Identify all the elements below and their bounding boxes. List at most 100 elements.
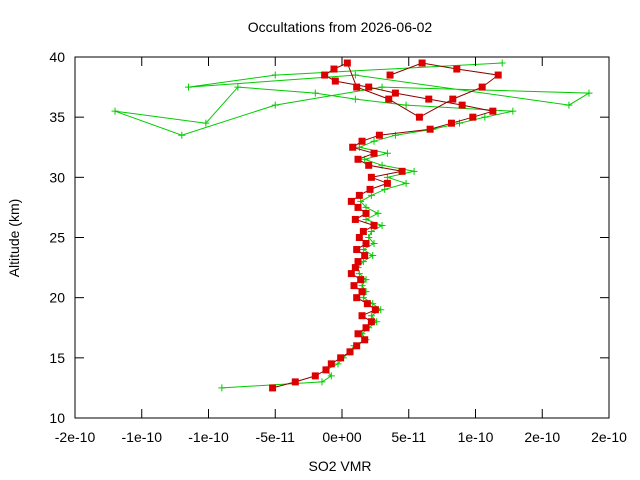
data-point xyxy=(354,258,362,266)
chart-title: Occultations from 2026-06-02 xyxy=(248,19,433,35)
data-point xyxy=(311,372,319,380)
data-point xyxy=(374,209,382,217)
data-point xyxy=(291,378,299,386)
data-point xyxy=(458,101,466,109)
data-point xyxy=(354,330,362,338)
data-point xyxy=(410,167,418,175)
data-point xyxy=(355,270,363,278)
data-point xyxy=(358,288,366,296)
data-point xyxy=(365,83,373,91)
data-point xyxy=(354,203,362,211)
data-point xyxy=(351,264,359,272)
data-point xyxy=(398,167,406,175)
data-point xyxy=(202,119,210,127)
x-tick-label: 5e-11 xyxy=(391,429,426,445)
data-point xyxy=(353,294,361,302)
x-tick-label: -1e-10 xyxy=(188,429,229,445)
series-layer xyxy=(111,59,593,392)
data-point xyxy=(370,149,378,157)
data-point xyxy=(386,71,394,79)
data-point xyxy=(565,101,573,109)
data-point xyxy=(498,59,506,67)
data-point xyxy=(327,372,335,380)
x-tick-label: 2e-10 xyxy=(591,429,627,445)
data-point xyxy=(350,282,358,290)
y-tick-label: 15 xyxy=(49,350,65,366)
data-point xyxy=(269,384,277,392)
data-point xyxy=(234,83,242,91)
data-point xyxy=(355,234,363,241)
data-point xyxy=(365,234,373,241)
data-point xyxy=(371,306,379,314)
data-point xyxy=(383,179,391,187)
data-point xyxy=(357,276,365,284)
data-point xyxy=(402,101,410,109)
data-point xyxy=(322,366,330,374)
data-point xyxy=(330,65,338,73)
data-point xyxy=(362,324,370,332)
data-point xyxy=(361,252,369,260)
data-point xyxy=(366,185,374,193)
data-point xyxy=(369,252,377,260)
data-point xyxy=(218,384,226,392)
data-point xyxy=(351,215,359,223)
x-tick-label: 2e-10 xyxy=(524,429,560,445)
data-point xyxy=(111,107,119,115)
data-point xyxy=(385,95,393,103)
data-point xyxy=(383,173,391,181)
data-point xyxy=(351,95,359,103)
data-point xyxy=(378,221,386,229)
data-point xyxy=(359,227,367,235)
data-point xyxy=(184,83,192,91)
data-point xyxy=(353,83,361,91)
data-point xyxy=(331,77,339,85)
data-point xyxy=(478,83,486,91)
data-point xyxy=(359,246,367,254)
data-point xyxy=(334,360,342,368)
data-point xyxy=(449,95,457,103)
data-point xyxy=(353,246,361,254)
data-point xyxy=(402,179,410,187)
data-point xyxy=(415,113,423,121)
data-point xyxy=(353,342,361,350)
data-point xyxy=(370,221,378,229)
data-point xyxy=(358,312,366,320)
data-point xyxy=(418,59,426,67)
data-point xyxy=(367,318,375,326)
data-point xyxy=(509,107,517,115)
data-point xyxy=(370,137,378,145)
data-point xyxy=(381,185,389,193)
data-point xyxy=(447,119,455,127)
data-point xyxy=(370,240,378,248)
x-tick-label: -2e-10 xyxy=(55,429,96,445)
y-tick-label: 40 xyxy=(49,49,65,65)
data-point xyxy=(357,197,365,205)
data-point xyxy=(271,71,279,79)
data-point xyxy=(358,137,366,145)
data-point xyxy=(358,282,366,290)
x-tick-label: 1e-10 xyxy=(458,429,494,445)
data-point xyxy=(469,113,477,121)
data-point xyxy=(271,101,279,109)
data-point xyxy=(367,173,375,181)
series-1-line xyxy=(114,62,591,389)
data-point xyxy=(375,131,383,139)
y-tick-label: 10 xyxy=(49,410,65,426)
data-point xyxy=(355,191,363,199)
x-tick-label: -5e-11 xyxy=(256,429,296,445)
data-point xyxy=(453,65,461,73)
y-axis-label: Altitude (km) xyxy=(6,199,22,278)
axes-layer: 10 15 20 25 30 35 40 -2e-10 -1e-10 -1e-10 -5e-11 0e… xyxy=(49,49,627,445)
data-point xyxy=(337,354,345,362)
data-point xyxy=(354,155,362,163)
data-point xyxy=(362,203,370,211)
data-point xyxy=(383,149,391,157)
y-tick-label: 25 xyxy=(49,230,65,246)
y-tick-label: 30 xyxy=(49,169,65,185)
data-point xyxy=(347,270,355,278)
data-point xyxy=(365,161,373,169)
data-point xyxy=(178,131,186,139)
x-axis-label: SO2 VMR xyxy=(308,458,371,474)
data-point xyxy=(327,360,335,368)
